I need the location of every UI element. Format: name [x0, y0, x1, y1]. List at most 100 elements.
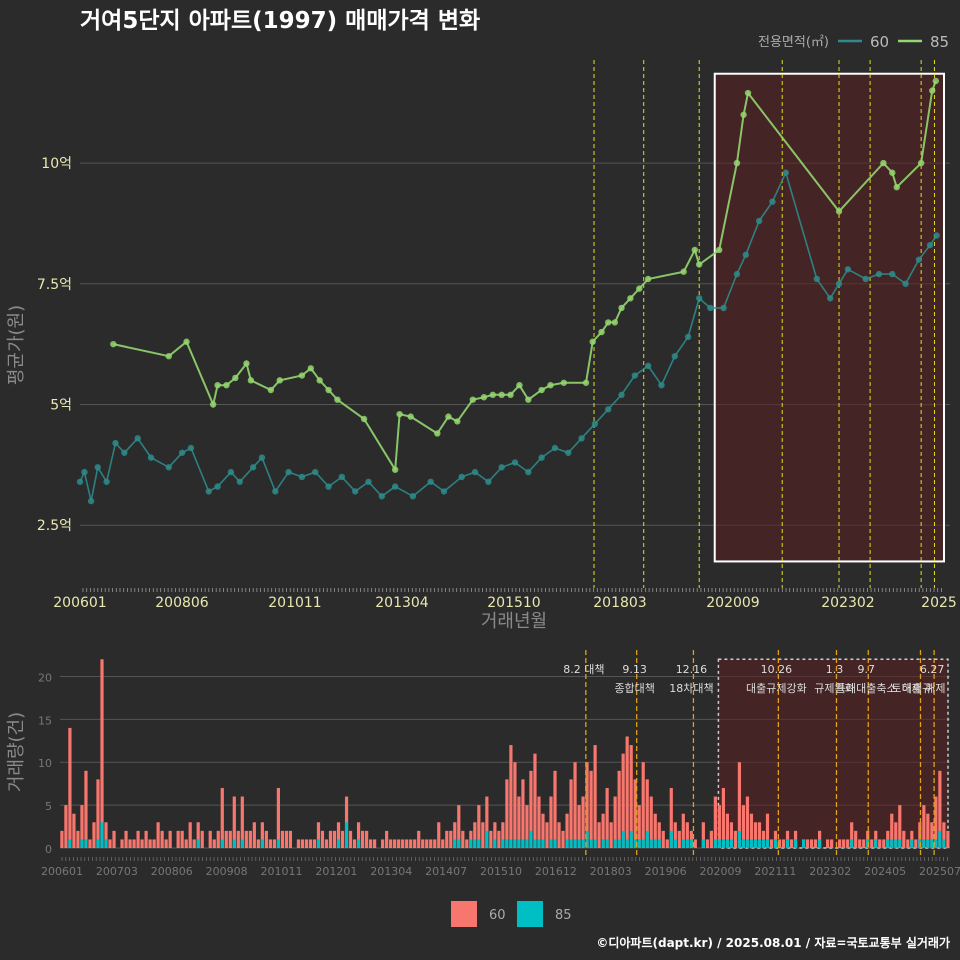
bar-60-213 [914, 839, 918, 848]
data-point-60-44 [631, 372, 639, 379]
data-point-60-12 [205, 488, 212, 495]
data-point-85-24 [480, 394, 488, 401]
bar-60-129 [577, 805, 581, 848]
bar-60-161 [705, 839, 709, 848]
data-point-60-64 [902, 280, 909, 287]
bar-60-89 [417, 830, 421, 848]
volume-x-tick-12: 202009 [700, 865, 742, 878]
policy-sublabel-6: 토허제 해제 [891, 681, 945, 695]
bar-85-34 [196, 839, 200, 848]
policy-label-0: 8.2 대책 [563, 663, 604, 676]
bar-60-8 [92, 822, 96, 848]
bar-60-90 [421, 839, 425, 848]
bar-60-217 [930, 822, 934, 848]
bar-60-34 [196, 822, 200, 848]
bar-60-130 [581, 796, 585, 848]
volume-policy-lines [585, 650, 935, 856]
bar-60-109 [497, 830, 501, 848]
bar-60-68 [332, 830, 337, 848]
bar-85-108 [493, 839, 497, 848]
bar-85-130 [581, 839, 585, 848]
bar-85-113 [513, 839, 517, 848]
bar-60-49 [256, 839, 260, 848]
bar-60-220 [942, 822, 946, 848]
bar-60-128 [573, 762, 577, 848]
bar-60-156 [685, 822, 689, 848]
bar-85-119 [537, 839, 541, 848]
bar-60-10 [100, 659, 104, 848]
bar-85-118 [533, 839, 537, 848]
volume-policy-labels: 8.2 대책 9.13 종합대책 12.16 18차대책 10.26 대출규제강화 1.3 규제… [563, 663, 945, 695]
bar-85-74 [356, 839, 361, 848]
bar-60-168 [733, 830, 738, 848]
bar-60-27 [168, 830, 172, 848]
data-point-85-16 [360, 415, 368, 423]
bar-60-113 [513, 762, 517, 848]
data-point-85-20 [434, 430, 441, 437]
data-point-60-36 [525, 468, 532, 476]
bar-60-67 [328, 830, 333, 848]
volume-x-tick-7: 201407 [425, 865, 467, 878]
bar-60-84 [397, 839, 401, 848]
bar-60-147 [649, 796, 653, 848]
bar-85-147 [649, 839, 653, 848]
data-point-85-1 [165, 353, 172, 360]
bar-85-103 [473, 839, 477, 848]
data-point-60-10 [178, 449, 186, 456]
bar-60-150 [661, 830, 665, 848]
bar-85-11 [104, 839, 108, 848]
bar-85-54 [276, 839, 280, 848]
data-point-85-12 [307, 365, 315, 372]
volume-x-tick-2: 200806 [151, 865, 193, 878]
bar-85-122 [549, 839, 553, 848]
bar-60-197 [850, 822, 854, 848]
data-point-60-20 [298, 473, 306, 481]
bar-60-145 [641, 762, 645, 848]
bar-60-92 [429, 839, 433, 848]
data-point-60-22 [325, 483, 332, 490]
bar-85-117 [529, 830, 533, 848]
bar-85-146 [645, 830, 649, 848]
data-point-85-28 [516, 381, 523, 389]
data-point-85-35 [598, 328, 605, 336]
data-point-85-48 [744, 89, 752, 97]
bar-60-202 [870, 839, 874, 848]
volume-x-tick-8: 201510 [480, 865, 522, 878]
bar-85-176 [765, 839, 770, 848]
bar-85-209 [898, 839, 902, 848]
bar-85-212 [910, 839, 914, 848]
data-point-60-15 [236, 478, 243, 485]
bar-85-220 [942, 839, 946, 848]
bar-60-210 [902, 830, 906, 848]
data-point-60-60 [844, 266, 852, 273]
bar-60-80 [381, 839, 385, 848]
bar-60-143 [633, 779, 637, 848]
data-point-60-25 [365, 478, 372, 485]
bar-85-164 [717, 839, 721, 848]
price-y-tick-1: 5억 [50, 398, 72, 414]
bar-60-95 [441, 839, 445, 848]
data-point-85-0 [110, 340, 117, 348]
bar-60-9 [96, 779, 100, 848]
data-point-60-4 [103, 478, 110, 485]
bar-60-63 [312, 839, 317, 848]
policy-label-4: 1.3 [826, 663, 844, 676]
bar-60-16 [124, 830, 128, 848]
data-point-60-42 [605, 406, 612, 413]
bar-60-2 [68, 727, 72, 848]
bar-60-118 [533, 753, 537, 848]
data-point-60-8 [147, 454, 155, 461]
bar-85-144 [637, 839, 641, 848]
bar-60-149 [657, 822, 661, 848]
bar-60-124 [557, 822, 561, 848]
data-point-85-37 [611, 319, 619, 326]
price-x-tick-6: 202009 [706, 595, 759, 611]
data-point-60-65 [915, 256, 923, 263]
bar-85-143 [633, 839, 637, 848]
bar-85-171 [745, 839, 750, 848]
data-point-85-13 [316, 377, 323, 384]
bar-85-152 [669, 830, 673, 848]
bar-85-71 [344, 822, 349, 848]
legend-title: 전용면적(㎡) [758, 35, 829, 50]
bar-85-206 [886, 839, 890, 848]
